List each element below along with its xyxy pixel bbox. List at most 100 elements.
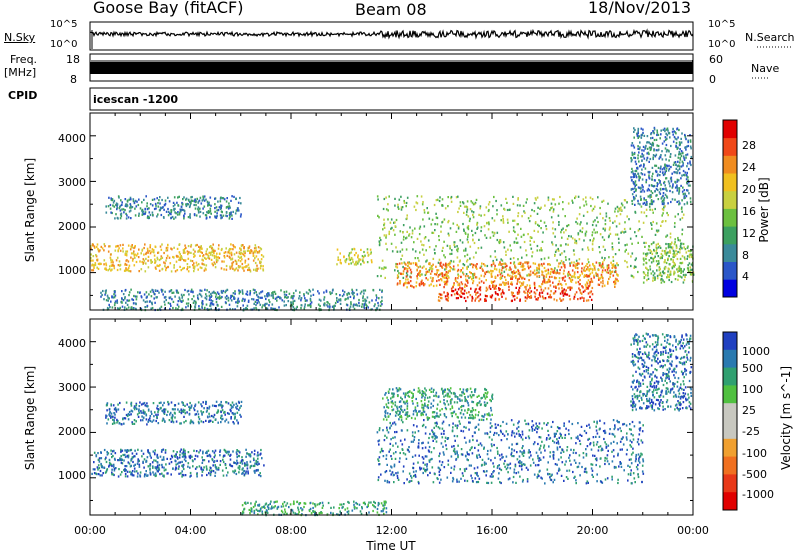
power-cell (642, 145, 645, 148)
power-cell (563, 250, 566, 253)
nsky-tick-top: 10^5 (50, 19, 78, 30)
power-cell (669, 243, 671, 246)
power-cell (500, 258, 502, 261)
power-cell (253, 250, 256, 253)
power-cell (247, 300, 250, 303)
power-cell (650, 133, 652, 136)
power-cell (647, 187, 650, 190)
power-cell (220, 217, 222, 220)
power-cell (105, 262, 107, 265)
power-cell (478, 213, 480, 216)
power-cell (525, 201, 527, 204)
power-cell (211, 302, 213, 305)
power-cell (477, 247, 480, 250)
power-cell (427, 278, 429, 281)
power-cell (110, 258, 112, 261)
power-cell (612, 274, 615, 277)
power-cell (376, 307, 379, 310)
velocity-cell (100, 451, 102, 454)
velocity-cell (196, 455, 199, 458)
power-cell (411, 285, 413, 288)
power-cell (209, 304, 212, 307)
power-cell (134, 256, 136, 259)
power-cell (643, 157, 646, 160)
power-cell (417, 257, 419, 260)
power-cell (689, 273, 692, 276)
power-cell (247, 263, 250, 266)
power-cell (423, 237, 426, 240)
velocity-cell (124, 468, 126, 471)
power-cell (689, 184, 691, 187)
power-cell (402, 270, 405, 273)
power-cell (581, 285, 583, 288)
power-cell (93, 245, 96, 248)
power-cell (665, 195, 668, 198)
power-cell (682, 169, 685, 173)
power-cell (454, 288, 457, 291)
power-cell (669, 273, 672, 276)
velocity-cell (159, 473, 161, 476)
power-cell (665, 177, 667, 180)
power-cell (181, 307, 184, 310)
power-cell (164, 262, 166, 265)
power-cell (633, 190, 636, 193)
power-cell (217, 296, 219, 299)
power-cell (439, 262, 441, 265)
power-cell (262, 269, 265, 272)
power-cell (182, 249, 185, 252)
power-cell (132, 257, 134, 260)
power-cell (453, 283, 455, 286)
velocity-cell (183, 455, 185, 458)
power-cell (651, 191, 654, 195)
power-cell (645, 208, 648, 211)
power-cell (125, 268, 128, 271)
power-cell (668, 132, 671, 135)
power-cell (366, 248, 369, 251)
power-cell (439, 264, 442, 267)
power-cell (657, 255, 660, 258)
power-cell (639, 146, 641, 149)
velocity-cell (238, 471, 240, 474)
power-cell (633, 136, 635, 139)
power-cell (642, 263, 645, 266)
power-cell (440, 297, 443, 300)
velocity-cell (194, 458, 196, 461)
velocity-cell (153, 459, 155, 462)
velocity-cell (103, 448, 106, 452)
power-cell (198, 248, 201, 251)
power-cell (230, 251, 233, 254)
power-cell (345, 258, 348, 261)
power-cell (126, 259, 128, 262)
power-cell (129, 206, 131, 209)
power-cell (421, 248, 424, 251)
power-cell (318, 307, 320, 310)
power-cell (643, 164, 645, 167)
power-cell (506, 218, 509, 221)
power-cell (514, 264, 516, 267)
power-cell (235, 260, 238, 263)
power-cell (249, 291, 251, 294)
power-cell (93, 246, 96, 249)
power-cell (546, 292, 549, 295)
power-cell (383, 218, 385, 221)
power-cell (513, 262, 515, 265)
power-cell (205, 217, 208, 220)
power-cell (234, 292, 236, 295)
power-cell (475, 287, 478, 291)
power-cell (384, 276, 386, 279)
power-cell (665, 132, 667, 135)
power-cell (180, 255, 182, 258)
power-cell (472, 282, 474, 285)
power-cell (509, 257, 512, 260)
power-cell (619, 209, 621, 212)
power-cell (435, 284, 438, 287)
power-cell (552, 271, 555, 274)
power-cell (404, 262, 406, 265)
velocity-cell (225, 474, 228, 477)
power-cell (419, 274, 421, 277)
nsearch-tick-top: 10^5 (708, 19, 736, 30)
power-cell (544, 287, 547, 290)
power-cell (561, 236, 563, 239)
power-cell (185, 197, 188, 200)
power-cell (636, 167, 638, 170)
